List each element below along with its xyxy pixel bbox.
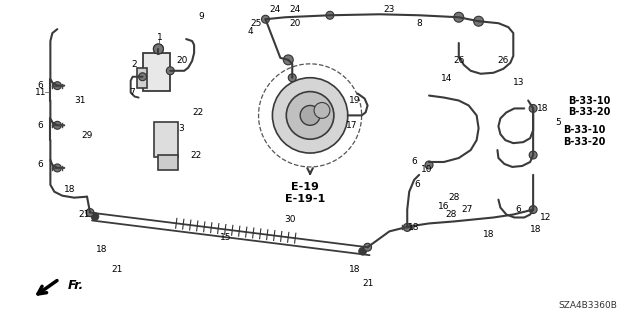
Text: 20: 20 — [289, 19, 301, 28]
Text: 6: 6 — [414, 180, 420, 189]
Circle shape — [364, 243, 372, 251]
Text: Fr.: Fr. — [68, 279, 84, 293]
Text: 18: 18 — [349, 264, 360, 273]
Circle shape — [529, 205, 537, 213]
Text: 6: 6 — [515, 205, 521, 214]
Circle shape — [288, 74, 296, 82]
Text: 3: 3 — [179, 124, 184, 133]
Text: 17: 17 — [346, 121, 358, 130]
Text: SZA4B3360B: SZA4B3360B — [559, 301, 618, 310]
Text: 6: 6 — [412, 158, 417, 167]
Bar — [159, 155, 179, 170]
Text: B-33-10: B-33-10 — [563, 125, 605, 135]
Circle shape — [529, 151, 537, 159]
Circle shape — [284, 55, 293, 65]
Text: 27: 27 — [461, 205, 472, 214]
Circle shape — [154, 44, 163, 54]
Circle shape — [326, 11, 334, 19]
Text: 11: 11 — [35, 88, 46, 97]
Text: 22: 22 — [191, 151, 202, 160]
Circle shape — [139, 73, 147, 81]
Text: 30: 30 — [285, 215, 296, 224]
Circle shape — [286, 92, 334, 139]
Text: 6: 6 — [38, 81, 44, 90]
Text: 21: 21 — [111, 264, 122, 273]
Bar — [143, 53, 170, 91]
Text: 16: 16 — [438, 202, 450, 211]
Circle shape — [474, 16, 484, 26]
Text: 1: 1 — [157, 33, 163, 41]
Circle shape — [166, 67, 174, 75]
Text: 25: 25 — [250, 19, 261, 28]
Text: 24: 24 — [270, 5, 281, 14]
Text: 21: 21 — [362, 279, 373, 288]
Text: 4: 4 — [248, 26, 253, 36]
Text: 19: 19 — [349, 96, 360, 105]
Text: 6: 6 — [38, 160, 44, 169]
Circle shape — [300, 106, 320, 125]
Text: 26: 26 — [453, 56, 465, 65]
Text: 15: 15 — [220, 233, 232, 242]
Text: 20: 20 — [177, 56, 188, 65]
Text: 28: 28 — [448, 193, 460, 202]
Circle shape — [262, 15, 269, 23]
Text: B-33-10: B-33-10 — [568, 95, 610, 106]
Circle shape — [86, 209, 94, 217]
Circle shape — [454, 12, 464, 22]
Text: 5: 5 — [555, 118, 561, 127]
Circle shape — [403, 223, 411, 231]
Text: 12: 12 — [540, 213, 552, 222]
Text: 7: 7 — [129, 88, 134, 97]
Text: 31: 31 — [74, 96, 86, 105]
Circle shape — [273, 78, 348, 153]
Circle shape — [154, 44, 163, 54]
Text: 26: 26 — [498, 56, 509, 65]
Text: 18: 18 — [538, 104, 548, 113]
Text: 18: 18 — [483, 230, 494, 239]
Text: E-19: E-19 — [291, 182, 319, 192]
Text: 28: 28 — [445, 210, 456, 219]
Text: 23: 23 — [384, 5, 395, 14]
Circle shape — [53, 164, 61, 172]
Text: 14: 14 — [441, 74, 452, 83]
Text: 13: 13 — [513, 78, 524, 87]
Bar — [136, 68, 147, 88]
Text: 29: 29 — [81, 131, 93, 140]
Text: 24: 24 — [289, 5, 301, 14]
Circle shape — [91, 212, 99, 220]
Text: 22: 22 — [193, 108, 204, 117]
Circle shape — [358, 247, 367, 255]
Circle shape — [53, 82, 61, 90]
Text: 18: 18 — [96, 245, 108, 254]
Text: 18: 18 — [65, 185, 76, 194]
Text: 18: 18 — [531, 225, 542, 234]
Text: 9: 9 — [198, 12, 204, 21]
Text: 18: 18 — [408, 223, 420, 232]
Circle shape — [529, 105, 537, 112]
Text: B-33-20: B-33-20 — [568, 108, 610, 117]
Circle shape — [425, 161, 433, 169]
Text: 10: 10 — [421, 166, 433, 174]
Circle shape — [53, 121, 61, 129]
Text: 2: 2 — [132, 60, 138, 69]
Text: 8: 8 — [416, 19, 422, 28]
Bar — [154, 122, 179, 157]
Text: 6: 6 — [38, 121, 44, 130]
Text: E-19-1: E-19-1 — [285, 194, 325, 204]
Text: 21: 21 — [78, 210, 90, 219]
Circle shape — [314, 102, 330, 118]
Text: B-33-20: B-33-20 — [563, 137, 605, 147]
